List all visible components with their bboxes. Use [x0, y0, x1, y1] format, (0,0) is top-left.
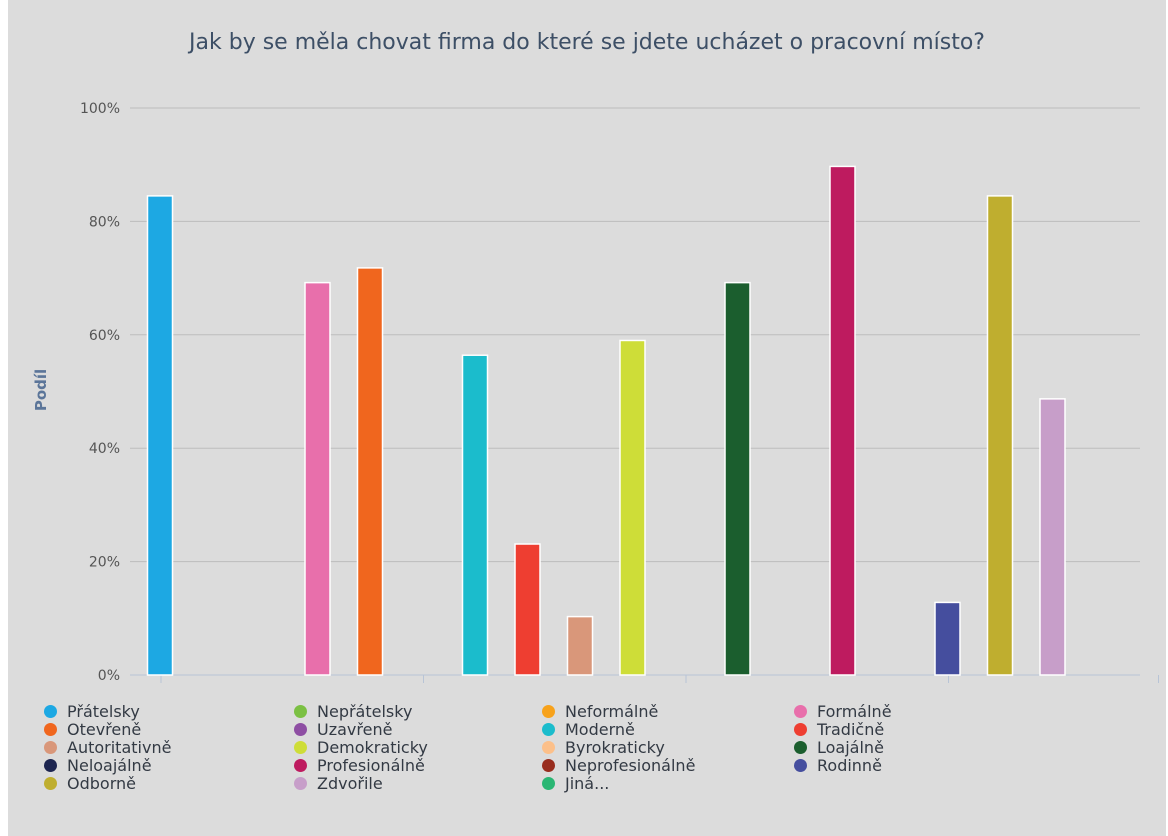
legend-swatch: [542, 704, 555, 718]
chart-panel: Jak by se měla chovat firma do které se …: [8, 0, 1166, 836]
legend-label: Byrokraticky: [565, 737, 665, 757]
y-tick-label: 60%: [89, 328, 120, 344]
legend-label: Neloajálně: [67, 755, 152, 775]
legend-item[interactable]: Odborně: [44, 773, 294, 793]
legend-label: Rodinně: [817, 755, 882, 775]
legend-swatch: [794, 758, 807, 772]
legend-label: Autoritativně: [67, 737, 172, 757]
legend-item[interactable]: Neloajálně: [44, 755, 294, 775]
legend-item[interactable]: Otevřeně: [44, 719, 294, 739]
y-tick-label: 80%: [89, 214, 120, 230]
legend-swatch: [294, 758, 307, 772]
bar-Autoritativně[interactable]: [566, 615, 594, 676]
legend-label: Demokraticky: [317, 737, 428, 757]
legend-item[interactable]: Nepřátelsky: [294, 701, 542, 721]
bar-Profesionálně[interactable]: [829, 165, 856, 676]
legend-label: Profesionálně: [317, 755, 425, 775]
legend-item[interactable]: Byrokraticky: [542, 737, 794, 757]
legend-swatch: [44, 758, 57, 772]
legend-label: Moderně: [565, 719, 635, 739]
legend-item[interactable]: Jiná...: [542, 773, 794, 793]
legend-item[interactable]: Neformálně: [542, 701, 794, 721]
y-tick-labels: 0% 20% 40% 60% 80% 100%: [80, 101, 120, 684]
legend-item[interactable]: Neprofesionálně: [542, 755, 794, 775]
legend-item[interactable]: Autoritativně: [44, 737, 294, 757]
bar-Zdvořile[interactable]: [1039, 398, 1066, 676]
legend-label: Neformálně: [565, 701, 659, 721]
legend-swatch: [294, 740, 307, 754]
legend-swatch: [542, 776, 555, 790]
legend-swatch: [294, 704, 307, 718]
legend-swatch: [294, 776, 307, 790]
x-axis-ticks: [160, 675, 1159, 683]
legend-swatch: [44, 740, 57, 754]
legend-label: Zdvořile: [317, 773, 383, 793]
bar-Moderně[interactable]: [461, 354, 489, 676]
y-axis-label: Podíl: [32, 369, 50, 411]
legend-swatch: [542, 740, 555, 754]
legend-swatch: [542, 722, 555, 736]
legend-label: Odborně: [67, 773, 136, 793]
legend-item[interactable]: Uzavřeně: [294, 719, 542, 739]
bars: [146, 165, 1066, 676]
bar-Přátelsky[interactable]: [146, 195, 174, 676]
legend-swatch: [794, 704, 807, 718]
legend-item[interactable]: Demokraticky: [294, 737, 542, 757]
legend-label: Uzavřeně: [317, 719, 393, 739]
y-tick-label: 40%: [89, 441, 120, 457]
legend-swatch: [294, 722, 307, 736]
legend-label: Nepřátelsky: [317, 701, 413, 721]
legend-swatch: [542, 758, 555, 772]
legend-item[interactable]: Přátelsky: [44, 701, 294, 721]
legend-item[interactable]: Loajálně: [794, 737, 1044, 757]
legend-label: Formálně: [817, 701, 892, 721]
legend-item[interactable]: Profesionálně: [294, 755, 542, 775]
bar-Loajálně[interactable]: [724, 281, 751, 676]
legend-label: Přátelsky: [67, 701, 140, 721]
legend-item[interactable]: Moderně: [542, 719, 794, 739]
legend-swatch: [794, 740, 807, 754]
legend-swatch: [794, 722, 807, 736]
bar-Odborně[interactable]: [986, 195, 1014, 676]
bar-Tradičně[interactable]: [514, 543, 541, 676]
legend-label: Neprofesionálně: [565, 755, 696, 775]
legend-item[interactable]: Zdvořile: [294, 773, 542, 793]
chart-title: Jak by se měla chovat firma do které se …: [189, 30, 985, 55]
legend-swatch: [44, 776, 57, 790]
legend-label: Otevřeně: [67, 719, 142, 739]
legend-item[interactable]: Rodinně: [794, 755, 1044, 775]
bar-Otevřeně[interactable]: [356, 267, 384, 676]
legend-item[interactable]: Tradičně: [794, 719, 1044, 739]
bar-Rodinně[interactable]: [934, 601, 961, 676]
legend-swatch: [44, 722, 57, 736]
y-tick-label: 20%: [89, 555, 120, 571]
bar-Formálně[interactable]: [304, 281, 331, 676]
legend-label: Loajálně: [817, 737, 884, 757]
chart-plot-area: 0% 20% 40% 60% 80% 100% Podíl: [32, 101, 1159, 684]
y-tick-label: 100%: [80, 101, 120, 117]
y-tick-label: 0%: [98, 668, 120, 684]
legend-swatch: [44, 704, 57, 718]
legend: Přátelsky Nepřátelsky Neformálně Formálně Ot…: [44, 701, 1154, 793]
legend-label: Tradičně: [817, 719, 885, 739]
legend-label: Jiná...: [565, 773, 610, 793]
legend-item[interactable]: Formálně: [794, 701, 1044, 721]
bar-Demokraticky[interactable]: [619, 339, 646, 676]
